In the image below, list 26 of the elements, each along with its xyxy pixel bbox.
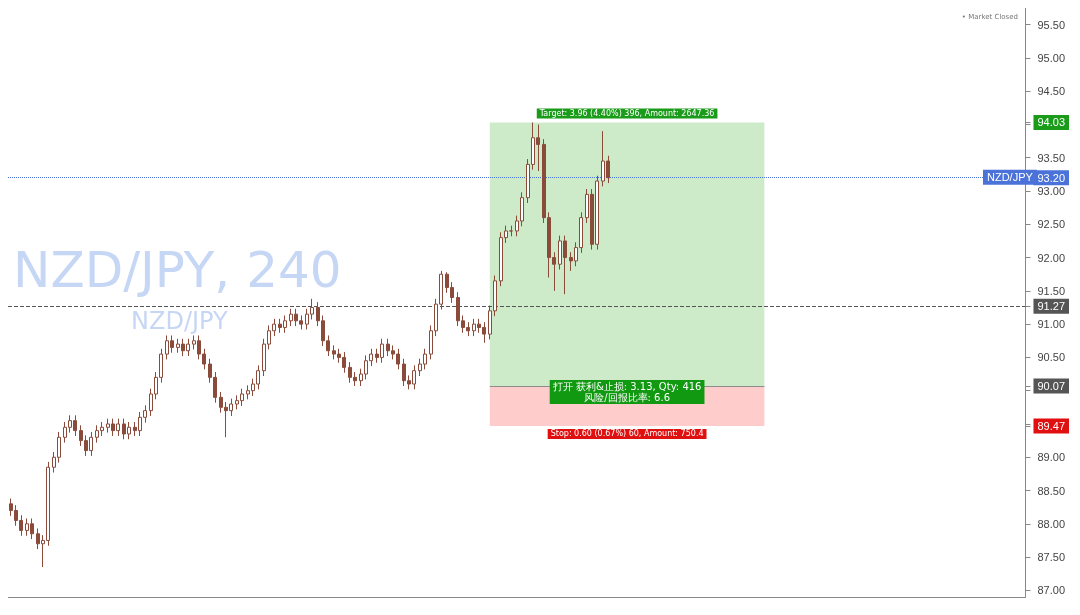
y-tick-label: 94.03 bbox=[1037, 116, 1065, 129]
y-tick-label: 95.50 bbox=[1037, 18, 1065, 31]
y-tick-label: 90.50 bbox=[1037, 351, 1065, 364]
y-tick-label: 94.50 bbox=[1037, 85, 1065, 98]
band-label: Stop: 0.60 (0.67%) 60, Amount: 750.4 bbox=[550, 429, 704, 439]
y-tick-label: 91.00 bbox=[1037, 318, 1065, 331]
y-tick-label: 88.00 bbox=[1037, 517, 1065, 530]
y-tick-label: 92.00 bbox=[1037, 251, 1065, 264]
y-tick-label: 89.00 bbox=[1037, 451, 1065, 464]
text: NZD/JPY bbox=[131, 307, 228, 335]
y-tick-label: 90.07 bbox=[1037, 380, 1065, 393]
ref-line-label: NZD/JPY bbox=[987, 171, 1034, 184]
annotation: 打开 获利&止损: 3.13, Qty: 416 风险/回报比率: 6.6 bbox=[551, 381, 702, 404]
y-tick-label: 93.00 bbox=[1037, 185, 1065, 198]
y-tick-label: 95.00 bbox=[1037, 51, 1065, 64]
text: NZD/JPY, 240 bbox=[13, 241, 342, 299]
y-tick-label: 93.50 bbox=[1037, 151, 1065, 164]
y-tick-label: 93.20 bbox=[1037, 171, 1065, 184]
band-label: Target: 3.96 (4.40%) 396, Amount: 2647.36 bbox=[538, 108, 715, 118]
y-tick-label: 91.50 bbox=[1037, 284, 1065, 297]
y-tick-label: 92.50 bbox=[1037, 218, 1065, 231]
y-tick-label: 91.27 bbox=[1037, 300, 1065, 313]
y-tick-label: 88.50 bbox=[1037, 484, 1065, 497]
y-tick-label: 89.47 bbox=[1037, 419, 1065, 432]
y-tick-label: 87.50 bbox=[1037, 551, 1065, 564]
y-tick-label: 87.00 bbox=[1037, 584, 1065, 597]
